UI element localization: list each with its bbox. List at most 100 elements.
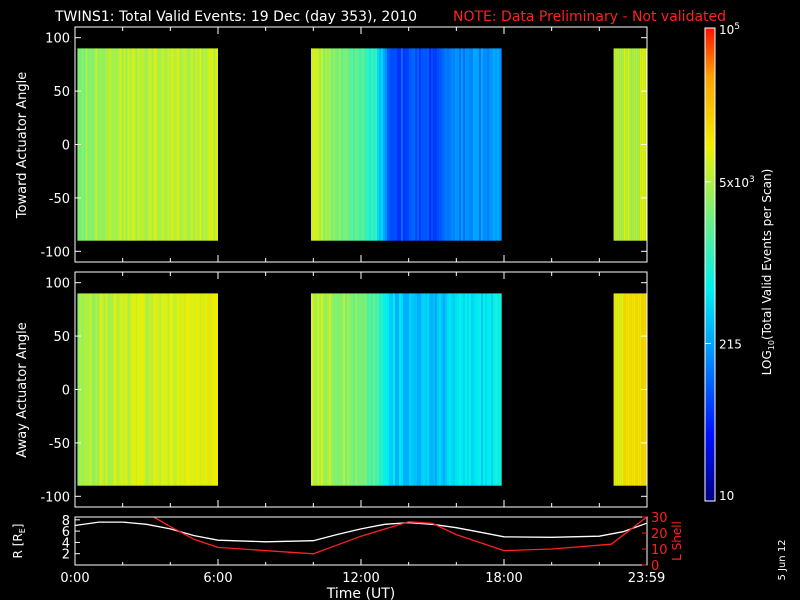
orbit-right-tick-label: 0 (651, 559, 659, 574)
away-y-axis: 100 50 0 -50 -100 (40, 272, 648, 507)
away-data-column (193, 293, 196, 486)
away-data-column (625, 293, 628, 486)
away-data-column (617, 293, 620, 486)
toward-data-column (195, 48, 198, 241)
toward-data-column (185, 48, 188, 241)
away-data-column (385, 293, 388, 486)
away-data-column (149, 293, 152, 486)
away-data-column (143, 293, 146, 486)
colorbar-tick-label: 10 (719, 489, 734, 503)
away-data-column (177, 293, 180, 486)
toward-data-column (383, 48, 386, 241)
away-data-column (391, 293, 394, 486)
colorbar-gradient (704, 27, 716, 502)
toward-data-column (161, 48, 164, 241)
away-data-column (365, 293, 368, 486)
away-data-column (97, 293, 100, 486)
away-data-column (325, 293, 328, 486)
toward-data-column (149, 48, 152, 241)
orbit-left-tick-label: 6 (62, 525, 70, 540)
toward-data-column (177, 48, 180, 241)
away-data-column (335, 293, 338, 486)
away-data-column (457, 293, 460, 486)
toward-data-column (133, 48, 136, 241)
toward-data-column (467, 48, 470, 241)
away-data-column (209, 293, 212, 486)
away-data-column (135, 293, 138, 486)
away-data-column (195, 293, 198, 486)
toward-data-column (483, 48, 486, 241)
toward-data-column (317, 48, 320, 241)
toward-data-column (367, 48, 370, 241)
away-data-column (109, 293, 112, 486)
toward-data-column (427, 48, 430, 241)
away-data-column (145, 293, 148, 486)
toward-data-column (419, 48, 422, 241)
toward-data-column (495, 48, 498, 241)
toward-data-column (147, 48, 150, 241)
toward-data-column (155, 48, 158, 241)
toward-data-column (167, 48, 170, 241)
away-data-column (183, 293, 186, 486)
toward-data-column (435, 48, 438, 241)
away-data-column (121, 293, 124, 486)
away-data-column (447, 293, 450, 486)
toward-data-column (113, 48, 116, 241)
toward-data-column (129, 48, 132, 241)
colorbar-ticks: 10 215 5x103 105 (705, 22, 755, 503)
x-tick-label: 12:00 (342, 571, 379, 586)
toward-data-column (455, 48, 458, 241)
away-data-column (463, 293, 466, 486)
away-data-column (189, 293, 192, 486)
away-data-column (367, 293, 370, 486)
toward-data-column (349, 48, 352, 241)
toward-data-column (379, 48, 382, 241)
toward-data-column (471, 48, 474, 241)
away-data-column (153, 293, 156, 486)
toward-data-column (201, 48, 204, 241)
away-data-column (413, 293, 416, 486)
toward-data-column (413, 48, 416, 241)
toward-data-column (119, 48, 122, 241)
toward-data-column (345, 48, 348, 241)
toward-data-column (477, 48, 480, 241)
away-data-column (185, 293, 188, 486)
away-data-column (139, 293, 142, 486)
away-data-column (481, 293, 484, 486)
toward-data-column (311, 48, 314, 241)
toward-y-axis-label: Toward Actuator Angle (15, 72, 30, 219)
toward-data-column (103, 48, 106, 241)
toward-data-column (387, 48, 390, 241)
away-data-column (159, 293, 162, 486)
away-data-column (403, 293, 406, 486)
toward-data-column (351, 48, 354, 241)
away-data-column (357, 293, 360, 486)
toward-data-column (171, 48, 174, 241)
away-data-column (433, 293, 436, 486)
toward-data-column (457, 48, 460, 241)
toward-data-column (501, 48, 502, 241)
away-data-column (123, 293, 126, 486)
toward-data-column (211, 48, 214, 241)
toward-data-column (409, 48, 412, 241)
away-data-column (165, 293, 168, 486)
preliminary-note: NOTE: Data Preliminary - Not validated (453, 9, 726, 25)
away-data-column (101, 293, 104, 486)
lshell-series-line (153, 516, 648, 555)
away-data-column (213, 293, 216, 486)
away-data-column (163, 293, 166, 486)
toward-data-column (85, 48, 88, 241)
away-data-column (387, 293, 390, 486)
toward-data-column (165, 48, 168, 241)
away-data-column (359, 293, 362, 486)
toward-data-column (127, 48, 130, 241)
toward-data-column (617, 48, 620, 241)
away-data-column (461, 293, 464, 486)
toward-data-column (417, 48, 420, 241)
away-data-column (495, 293, 498, 486)
toward-data-column (105, 48, 108, 241)
toward-data-column (217, 48, 218, 241)
orbit-left-axis-subscript: E (18, 528, 27, 533)
